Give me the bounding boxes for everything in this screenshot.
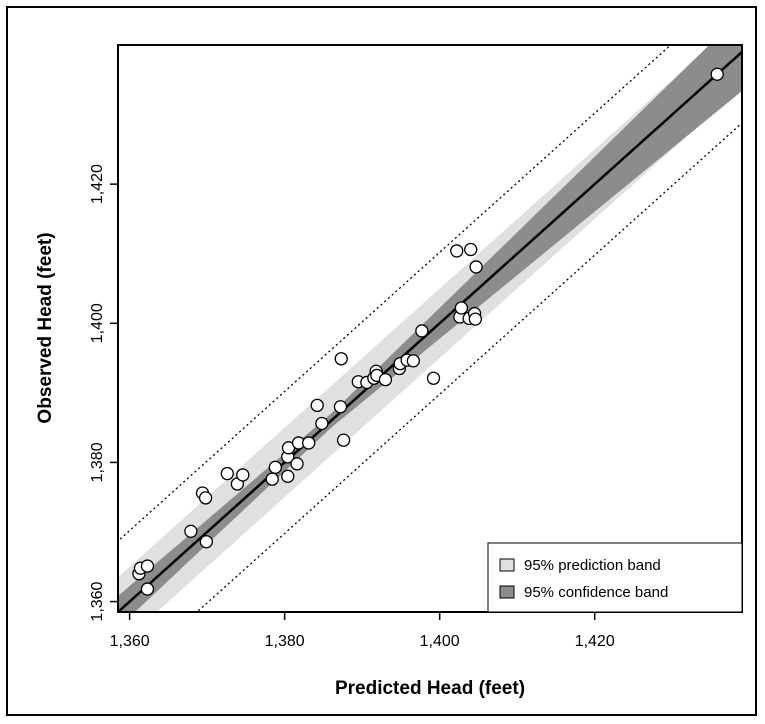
x-tick-label: 1,420: [575, 633, 615, 650]
data-point: [290, 457, 304, 471]
y-tick-label: 1,380: [89, 442, 106, 482]
data-point: [464, 242, 478, 257]
figure-frame: [6, 6, 757, 716]
data-point: [236, 468, 250, 482]
data-point: [406, 354, 420, 368]
prediction-limit-lower-line: [196, 122, 742, 612]
x-axis: 1,360 1,380 1,400 1,420: [110, 612, 615, 650]
plot-area-border: [117, 44, 743, 613]
legend-swatch-confidence: [499, 585, 515, 599]
data-point: [281, 469, 295, 483]
data-point: [199, 535, 214, 549]
data-point: [268, 460, 283, 474]
legend-box: [487, 542, 743, 613]
x-tick-label: 1,400: [420, 633, 460, 650]
data-point: [333, 400, 348, 414]
data-point: [450, 244, 464, 258]
data-point: [315, 416, 329, 431]
y-tick-label: 1,420: [89, 164, 106, 204]
data-point: [140, 559, 155, 573]
data-point: [302, 436, 316, 450]
data-point: [140, 582, 155, 596]
data-point: [336, 433, 351, 447]
y-axis-title: Observed Head (feet): [35, 232, 56, 423]
legend: 95% prediction band 95% confidence band: [487, 542, 743, 613]
legend-swatch-prediction: [499, 558, 515, 572]
data-point: [378, 372, 393, 387]
data-point: [468, 312, 482, 326]
data-point: [415, 324, 429, 338]
y-tick-label: 1,400: [89, 303, 106, 343]
x-axis-title: Predicted Head (feet): [335, 678, 525, 699]
data-point: [454, 301, 469, 315]
y-axis: 1,360 1,380 1,400 1,420: [89, 164, 118, 622]
data-point: [265, 472, 279, 486]
x-tick-label: 1,380: [265, 633, 305, 650]
data-point: [426, 371, 441, 385]
data-point: [334, 352, 348, 366]
data-point: [710, 67, 724, 81]
data-point: [184, 524, 198, 538]
regression-line: [118, 50, 742, 612]
y-tick-label: 1,360: [89, 581, 106, 621]
legend-label-prediction: 95% prediction band: [524, 557, 661, 574]
prediction-limit-upper-line: [118, 45, 672, 542]
data-point: [198, 491, 213, 505]
legend-label-confidence: 95% confidence band: [524, 584, 668, 601]
data-points: [132, 67, 724, 596]
data-point: [310, 398, 324, 413]
data-point: [469, 260, 483, 274]
x-tick-label: 1,360: [110, 633, 150, 650]
data-point: [220, 466, 234, 481]
